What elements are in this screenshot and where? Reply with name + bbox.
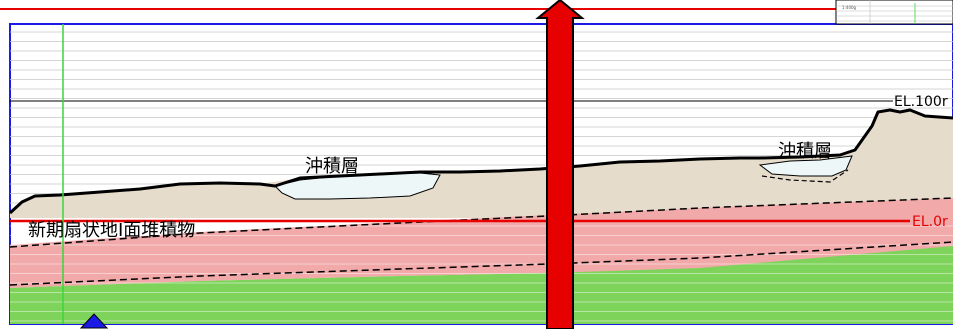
alluvium-lens-right: [758, 155, 853, 177]
alluvium-left-label: 沖積層: [305, 156, 359, 177]
dashed-boundary-middle: [9, 241, 953, 286]
up-arrow-icon[interactable]: [535, 0, 585, 329]
alluvium-right-label: 沖積層: [778, 141, 832, 162]
blue-triangle-icon[interactable]: [79, 313, 109, 329]
ground-surface-line: [8, 108, 953, 215]
stripe-overlay: [10, 225, 953, 322]
dashed-boundary-right: [761, 169, 849, 183]
sediment-beige-layer: [10, 110, 953, 218]
inset-scale-text: 1:400g: [842, 5, 857, 10]
green-layer: [10, 246, 953, 324]
elevation-0-label: EL.0r: [912, 214, 948, 230]
elevation-100-label: EL.100r: [894, 94, 948, 110]
inset-map: 1:400g: [835, 0, 953, 25]
dashed-boundary-upper: [9, 197, 953, 248]
fan-deposit-label: 新期扇状地Ⅰ面堆積物: [28, 220, 195, 241]
